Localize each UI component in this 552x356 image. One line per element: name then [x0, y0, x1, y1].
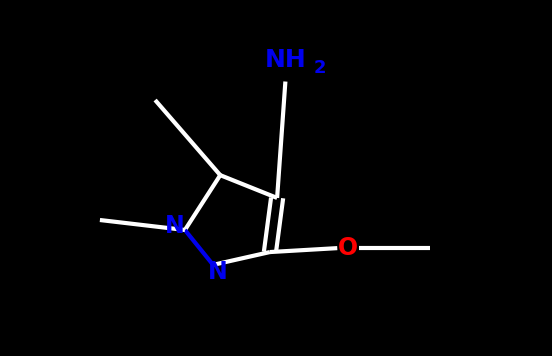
- Text: N: N: [208, 260, 227, 284]
- Text: NH: NH: [264, 48, 306, 72]
- Text: 2: 2: [314, 59, 326, 77]
- Text: O: O: [338, 236, 358, 260]
- Text: N: N: [165, 214, 185, 239]
